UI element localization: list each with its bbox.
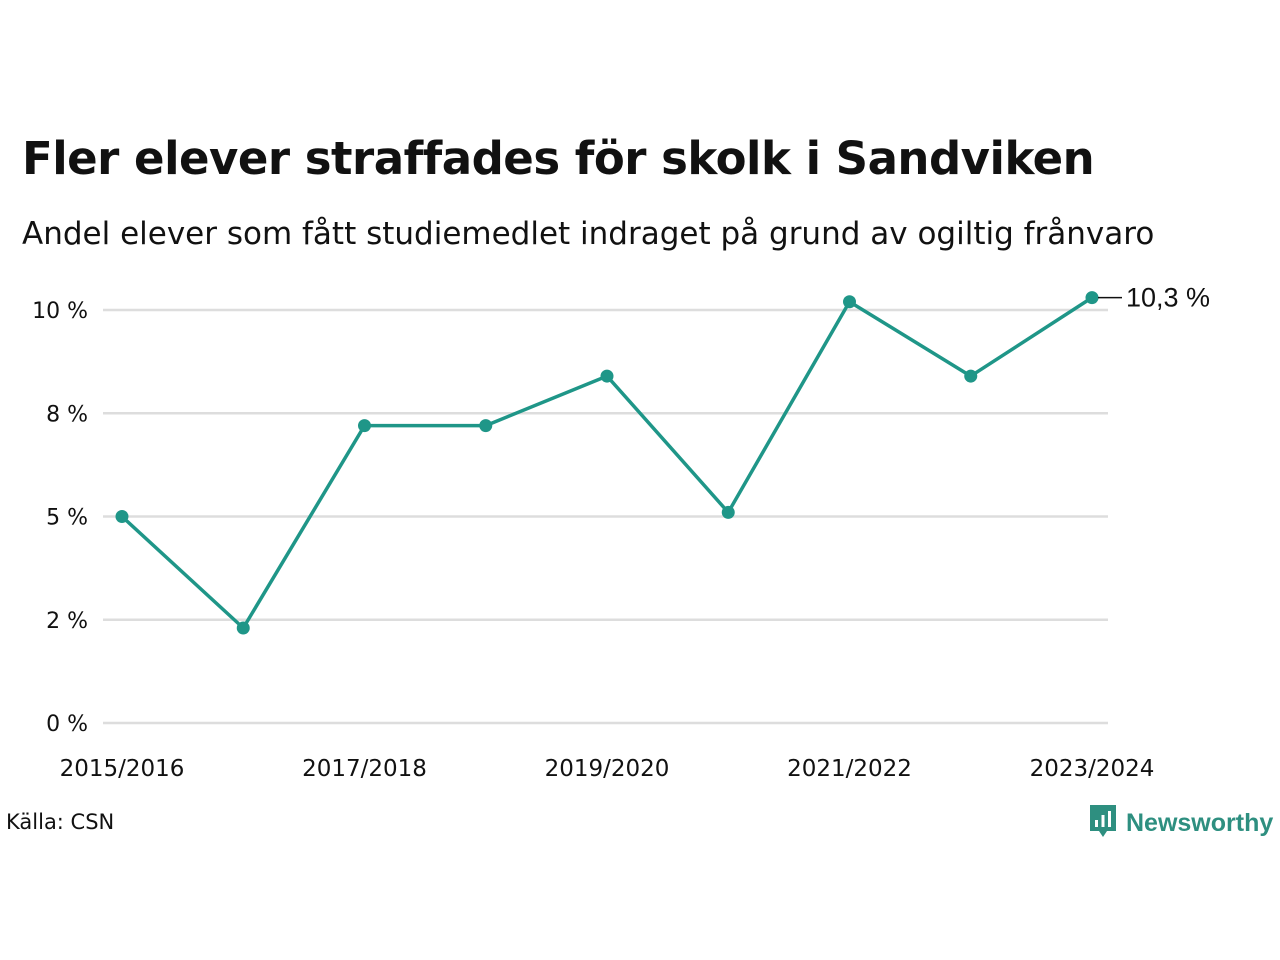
data-point — [479, 419, 493, 433]
data-point — [1085, 291, 1099, 305]
chart-subtitle: Andel elever som fått studiemedlet indra… — [22, 216, 1155, 252]
newsworthy-logo-icon — [1088, 803, 1118, 843]
data-point — [236, 621, 250, 635]
x-tick-label: 2021/2022 — [787, 756, 912, 782]
data-point — [115, 510, 129, 523]
y-tick-label: 10 % — [32, 299, 88, 324]
y-tick-label: 0 % — [46, 712, 88, 737]
y-axis-ticks: 0 % 2 % 5 % 8 % 10 % — [32, 299, 88, 737]
line-chart: 0 % 2 % 5 % 8 % 10 % 2015/2016 2017/2018 2019/… — [32, 283, 1210, 782]
x-tick-label: 2015/2016 — [60, 756, 185, 782]
chart-title: Fler elever straffades för skolk i Sandv… — [22, 132, 1095, 185]
gridlines — [103, 308, 1108, 725]
end-value-label: 10,3 % — [1126, 283, 1210, 313]
data-point — [358, 419, 371, 433]
x-axis-ticks: 2015/2016 2017/2018 2019/2020 2021/2022 2023… — [60, 756, 1155, 782]
y-tick-label: 5 % — [46, 506, 88, 531]
data-point — [843, 295, 856, 309]
x-tick-label: 2017/2018 — [302, 756, 427, 782]
x-tick-label: 2019/2020 — [545, 756, 670, 782]
brand-logo[interactable]: Newsworthy — [1088, 803, 1273, 843]
series-line — [120, 296, 1093, 630]
brand-name: Newsworthy — [1126, 808, 1274, 837]
data-point — [600, 369, 614, 383]
x-tick-label: 2023/2024 — [1030, 756, 1155, 782]
end-label-group: 10,3 % — [1098, 283, 1210, 313]
y-tick-label: 2 % — [46, 609, 88, 634]
data-point — [721, 505, 735, 519]
source-note: Källa: CSN — [6, 810, 115, 834]
series-group — [115, 291, 1099, 635]
data-point — [964, 369, 978, 383]
y-tick-label: 8 % — [46, 402, 88, 427]
